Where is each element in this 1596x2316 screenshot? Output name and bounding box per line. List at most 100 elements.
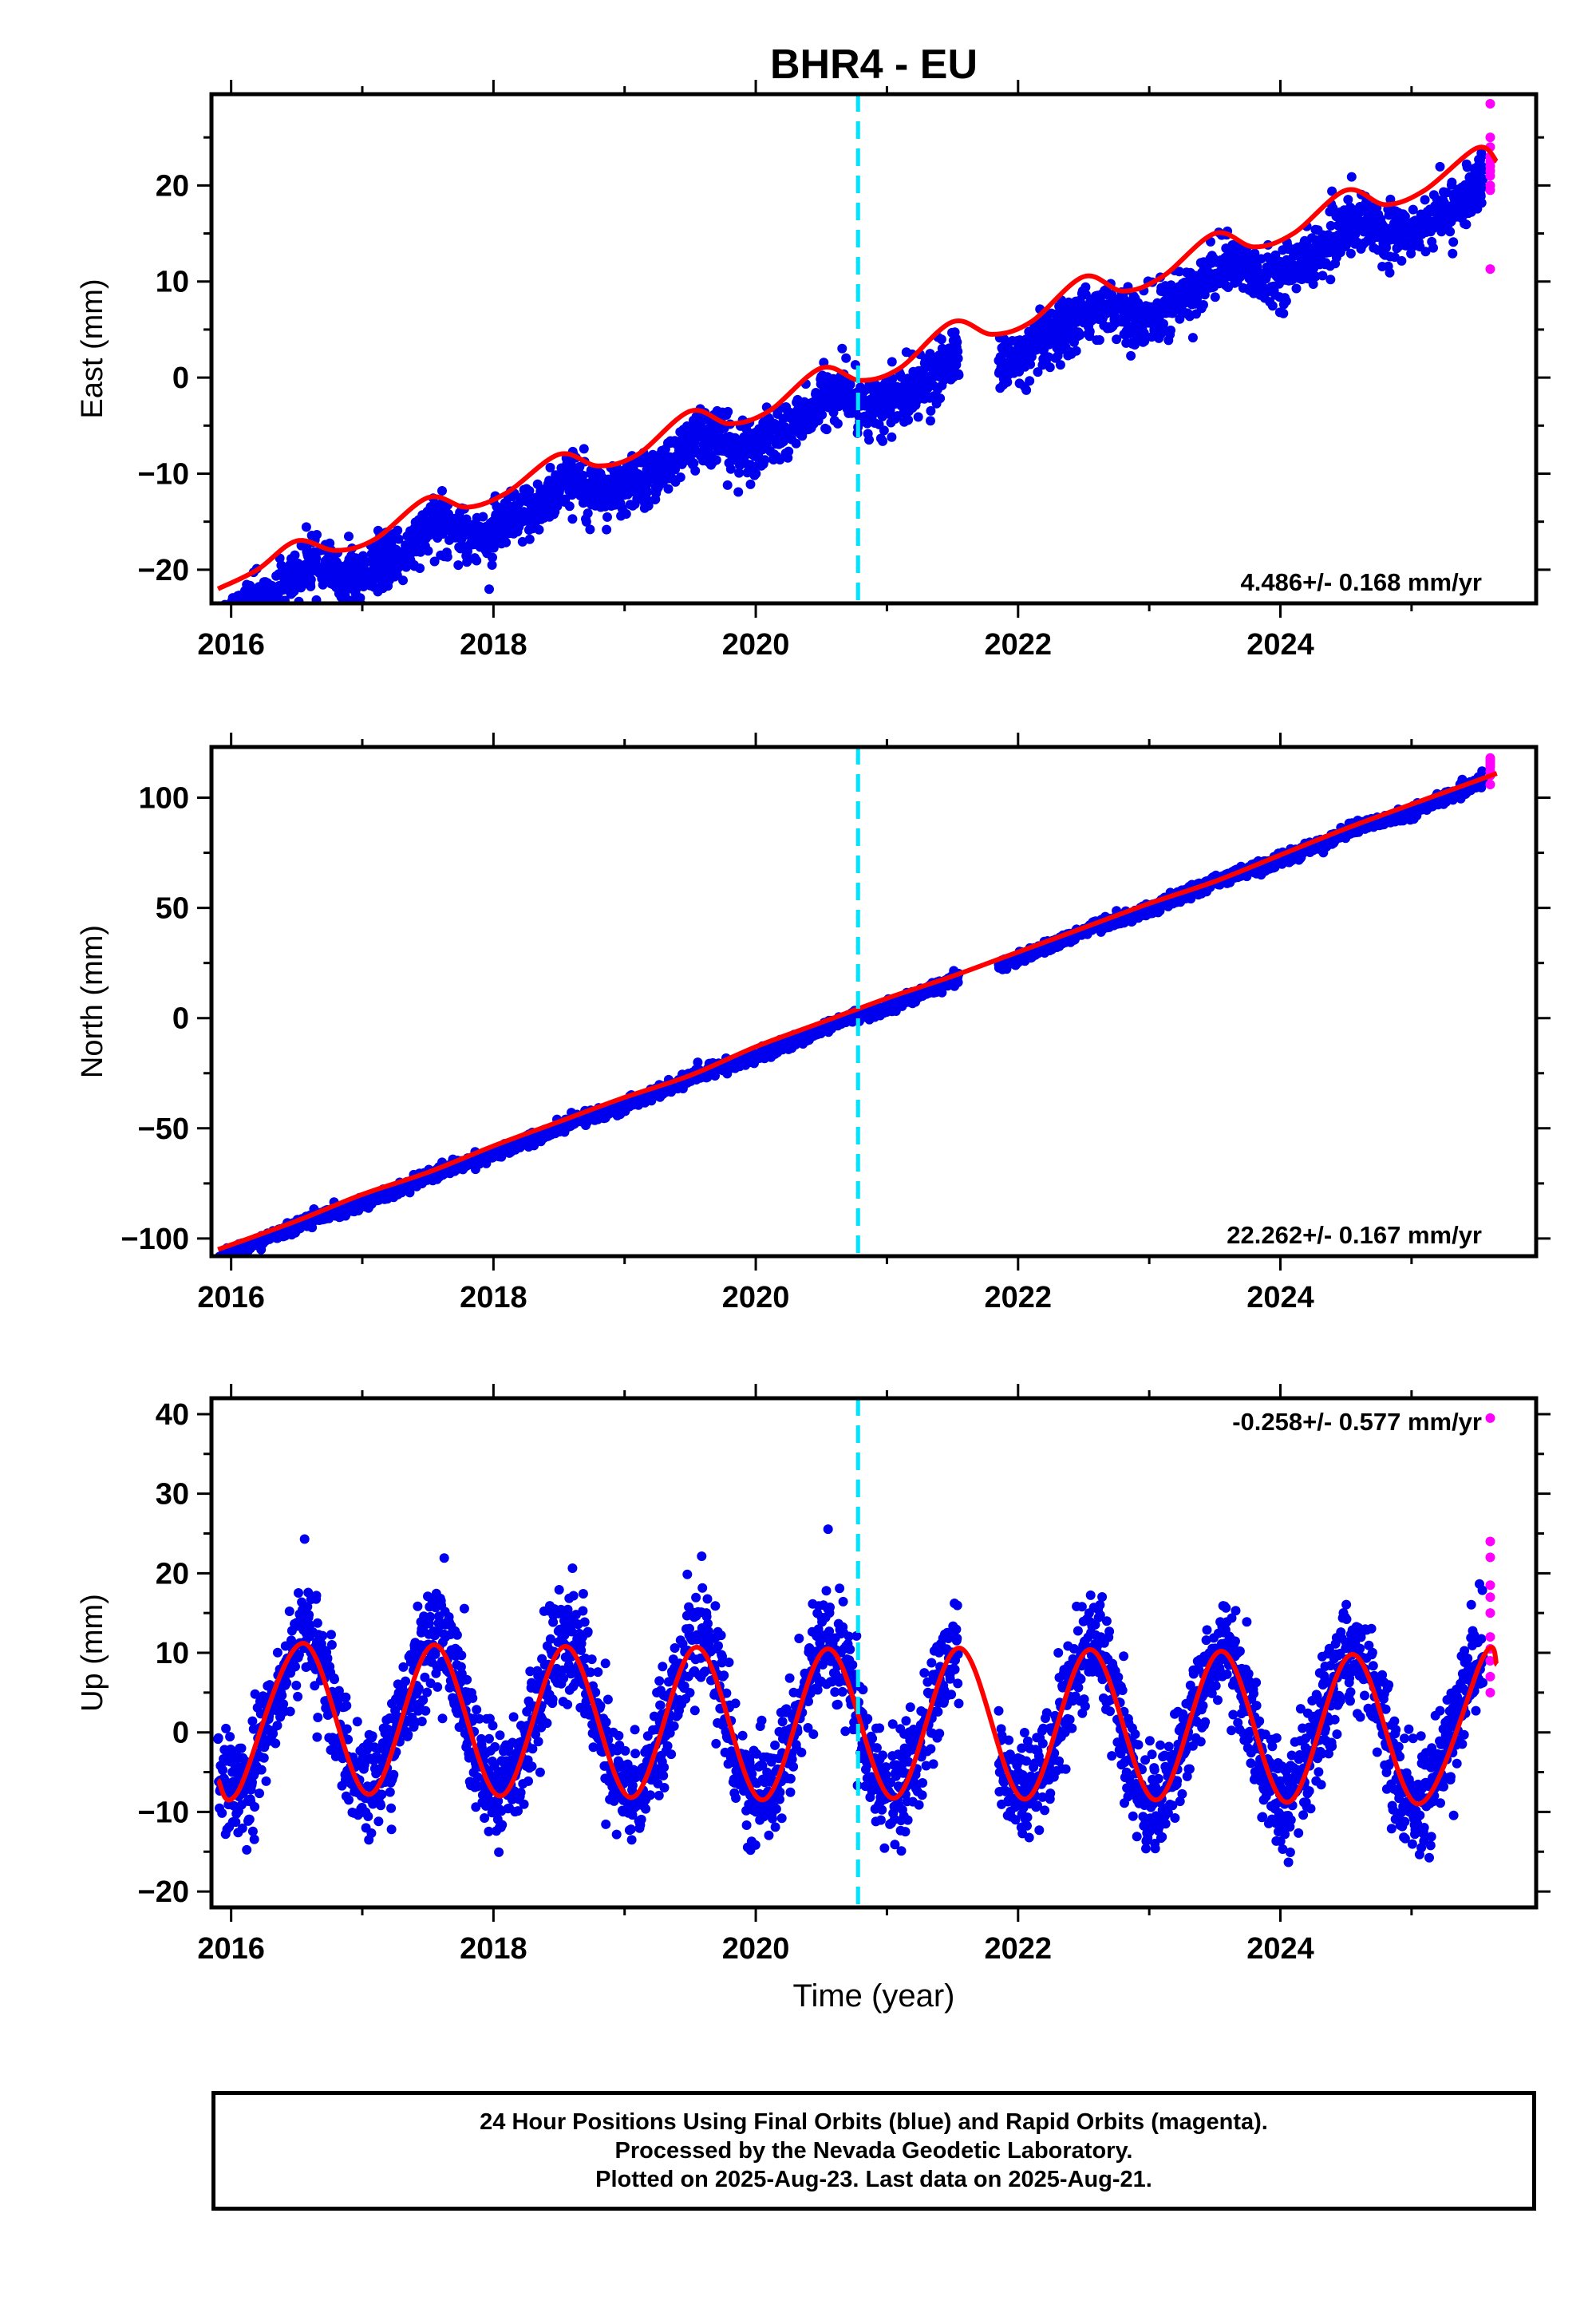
- final-orbit-point: [690, 465, 701, 476]
- final-orbit-point: [243, 606, 252, 615]
- model-curve: [216, 144, 1499, 591]
- final-orbit-point: [954, 370, 964, 380]
- final-orbit-point: [251, 607, 261, 617]
- final-orbit-point: [1250, 248, 1260, 259]
- final-orbit-point: [745, 479, 756, 489]
- final-orbit-point: [621, 509, 631, 519]
- final-orbit-point: [235, 611, 245, 621]
- final-orbit-point: [311, 595, 322, 603]
- final-orbit-point: [751, 468, 761, 479]
- final-orbit-point: [236, 611, 246, 620]
- final-orbit-point: [1428, 243, 1438, 253]
- final-orbit-point: [579, 444, 589, 454]
- final-orbit-point: [251, 605, 260, 615]
- final-orbit-point: [1126, 350, 1136, 361]
- final-orbit-point: [290, 550, 300, 560]
- final-orbit-point: [689, 458, 699, 468]
- final-orbit-point: [1199, 300, 1208, 310]
- final-orbit-point: [267, 611, 277, 621]
- final-orbit-point: [845, 379, 855, 389]
- final-orbit-point: [821, 425, 832, 435]
- final-orbit-point: [254, 611, 263, 620]
- final-orbit-point: [1252, 262, 1262, 272]
- final-orbit-point: [472, 555, 482, 566]
- final-orbit-point: [534, 524, 544, 535]
- final-orbit-point: [301, 522, 311, 532]
- final-orbit-point: [1071, 346, 1081, 356]
- final-orbit-point: [269, 612, 279, 622]
- final-orbit-point: [602, 512, 612, 522]
- final-orbit-point: [953, 354, 963, 364]
- final-orbit-point: [423, 546, 433, 556]
- final-orbit-point: [235, 612, 245, 622]
- final-orbit-point: [276, 604, 286, 614]
- final-orbit-point: [1174, 267, 1184, 277]
- final-orbit-point: [1346, 172, 1357, 182]
- final-orbit-point: [1461, 219, 1472, 230]
- final-orbit-point: [1445, 227, 1456, 237]
- final-orbit-point: [270, 610, 279, 619]
- final-orbit-point: [415, 563, 425, 573]
- final-orbit-point: [1447, 177, 1457, 188]
- final-orbit-point: [1478, 174, 1488, 184]
- final-orbit-point: [218, 606, 227, 615]
- final-orbit-point: [1343, 195, 1353, 205]
- final-orbit-point: [1025, 359, 1036, 370]
- final-orbit-point: [237, 616, 247, 626]
- final-orbit-point: [567, 514, 578, 524]
- final-orbit-point: [1325, 220, 1336, 231]
- final-orbit-point: [398, 575, 408, 586]
- final-orbit-point: [263, 623, 273, 633]
- final-orbit-point: [545, 462, 555, 472]
- final-orbit-point: [663, 484, 674, 494]
- final-orbit-point: [841, 353, 851, 363]
- final-orbit-point: [242, 615, 251, 624]
- x-tick-label: 2020: [722, 628, 790, 662]
- final-orbit-point: [240, 607, 250, 616]
- final-orbit-point: [251, 607, 260, 616]
- final-orbit-point: [1324, 247, 1334, 258]
- final-orbit-point: [1187, 333, 1198, 343]
- final-orbit-point: [1385, 267, 1395, 278]
- final-orbit-point: [478, 512, 488, 522]
- final-orbit-point: [488, 552, 497, 563]
- rapid-orbit-point: [1485, 171, 1495, 181]
- final-orbit-point: [274, 610, 283, 619]
- final-orbit-point: [723, 406, 733, 417]
- final-orbit-point: [227, 615, 237, 624]
- final-orbit-point: [1448, 237, 1459, 247]
- final-orbit-point: [913, 412, 923, 422]
- final-orbit-point: [1025, 376, 1035, 386]
- final-orbit-point: [926, 416, 935, 426]
- final-orbit-point: [226, 618, 235, 627]
- final-orbit-point: [1478, 182, 1488, 192]
- final-orbit-point: [215, 612, 225, 622]
- final-orbit-point: [775, 455, 785, 464]
- final-orbit-point: [1462, 162, 1472, 172]
- x-tick-label: 2018: [460, 628, 527, 662]
- final-orbit-point: [1075, 330, 1085, 340]
- final-orbit-point: [429, 556, 440, 567]
- final-orbit-point: [887, 357, 897, 367]
- final-orbit-point: [602, 524, 612, 535]
- final-orbit-point: [437, 486, 447, 496]
- final-orbit-point: [1325, 275, 1336, 285]
- final-orbit-point: [1080, 282, 1091, 292]
- final-orbit-point: [501, 537, 512, 547]
- final-orbit-point: [642, 487, 653, 497]
- y-tick-label: −20: [138, 554, 189, 587]
- final-orbit-point: [564, 501, 575, 512]
- final-orbit-point: [393, 525, 403, 536]
- final-orbit-point: [1345, 248, 1356, 259]
- y-tick-label: 20: [156, 169, 189, 203]
- final-orbit-point: [1317, 271, 1328, 281]
- final-orbit-point: [239, 611, 248, 621]
- final-orbit-point: [560, 494, 571, 504]
- final-orbit-point: [252, 607, 262, 616]
- final-orbit-point: [393, 534, 404, 544]
- final-orbit-point: [1134, 301, 1144, 311]
- final-orbit-point: [581, 516, 591, 527]
